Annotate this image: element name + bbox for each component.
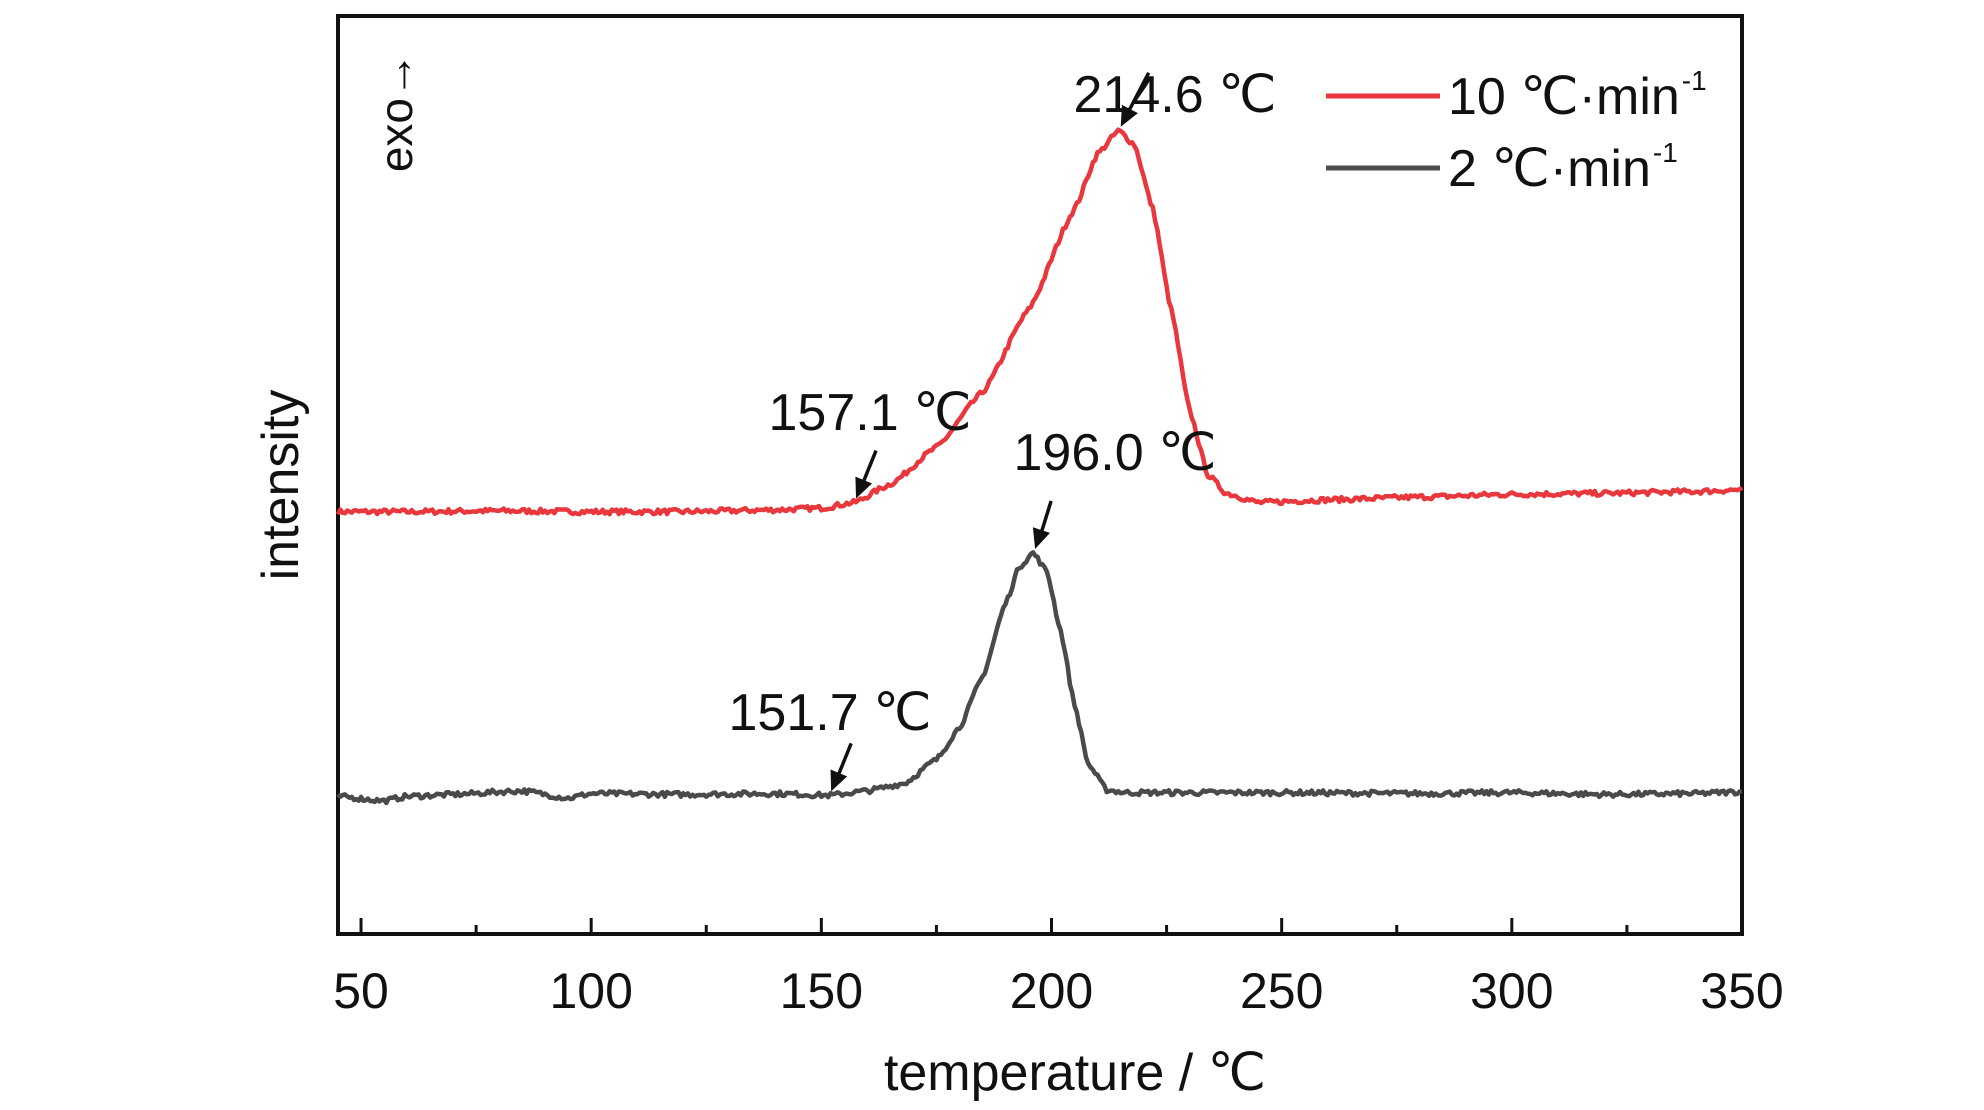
x-tick-label-300: 300: [1470, 963, 1553, 1019]
x-tick-label-100: 100: [549, 963, 632, 1019]
x-tick-label-200: 200: [1010, 963, 1093, 1019]
legend-label-0: 10 ℃·min: [1448, 68, 1680, 126]
legend-label-sup-0: -1: [1682, 65, 1707, 96]
plot-frame: [336, 14, 1744, 936]
annotation-arrow-head-2: [1032, 527, 1050, 550]
x-tick-label-150: 150: [780, 963, 863, 1019]
exo-direction-label: exo→: [370, 52, 422, 172]
x-tick-label-250: 250: [1240, 963, 1323, 1019]
annotation-arrow-head-1: [855, 476, 873, 499]
annotation-label-3: 151.7 ℃: [729, 684, 932, 742]
annotation-arrow-head-3: [830, 769, 848, 792]
annotation-label-0: 214.6 ℃: [1074, 66, 1277, 124]
y-axis-title: intensity: [252, 390, 310, 581]
annotation-label-2: 196.0 ℃: [1014, 424, 1217, 482]
legend-label-sup-1: -1: [1653, 137, 1678, 168]
x-axis-title: temperature / ℃: [884, 1044, 1266, 1102]
legend-label-1: 2 ℃·min: [1448, 140, 1651, 198]
annotation-arrow-head-0: [1120, 104, 1138, 127]
x-tick-label-350: 350: [1700, 963, 1783, 1019]
x-tick-label-50: 50: [333, 963, 389, 1019]
annotation-label-1: 157.1 ℃: [769, 384, 972, 442]
plot-area: 50 100 150 200 250 300 350 214.6 ℃ 157.1 ℃ 196.0 …: [333, 14, 1784, 1019]
series-line-10-c-per-min: [335, 127, 1744, 517]
series-line-2-c-per-min: [336, 550, 1743, 806]
